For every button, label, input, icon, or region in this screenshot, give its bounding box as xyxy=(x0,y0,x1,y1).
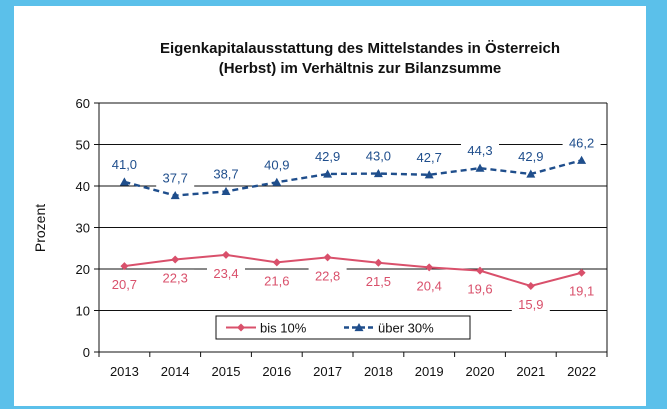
data-label: 19,1 xyxy=(569,284,594,299)
data-label-bg xyxy=(461,280,499,298)
data-point xyxy=(272,258,281,267)
data-point xyxy=(476,266,484,275)
data-label-bg xyxy=(359,272,398,290)
data-label-bg xyxy=(156,269,195,287)
data-label: 42,9 xyxy=(518,149,543,164)
legend-label: bis 10% xyxy=(260,321,307,336)
data-point xyxy=(272,177,282,186)
data-point xyxy=(374,258,383,267)
legend: bis 10% über 30% xyxy=(215,315,471,340)
x-tick-label: 2016 xyxy=(262,364,291,379)
data-label-bg xyxy=(562,134,601,152)
data-label: 23,4 xyxy=(213,266,238,281)
y-tick-label: 0 xyxy=(83,345,90,360)
x-tick-label: 2021 xyxy=(516,364,545,379)
series-line-0 xyxy=(124,253,582,288)
x-tick-labels: 2013 2014 2015 2016 2017 2018 2019 2020 2021 2022 xyxy=(110,364,596,379)
data-label-bg xyxy=(410,277,449,295)
data-point xyxy=(526,169,536,178)
y-tick-label: 60 xyxy=(76,96,90,111)
y-tick-label: 20 xyxy=(76,262,90,277)
data-point xyxy=(119,177,129,186)
y-tick-label: 30 xyxy=(76,221,90,236)
data-point xyxy=(171,255,180,264)
data-point xyxy=(577,155,587,164)
y-tick-label: 40 xyxy=(76,179,90,194)
data-label-bg xyxy=(308,267,347,285)
data-point xyxy=(577,268,586,277)
data-label: 21,5 xyxy=(366,274,391,289)
y-tick-labels: 0 10 20 30 40 50 60 xyxy=(76,96,90,360)
data-point xyxy=(526,282,535,291)
data-label-bg xyxy=(410,148,449,166)
data-point xyxy=(170,191,180,200)
data-label: 38,7 xyxy=(213,166,238,181)
chart-title-line-1: Eigenkapitalausstattung des Mittelstande… xyxy=(160,40,560,57)
data-label: 42,9 xyxy=(315,149,340,164)
data-point xyxy=(373,169,383,178)
data-label-bg xyxy=(105,155,144,173)
data-label-bg xyxy=(511,147,550,165)
chart-title-line-2: (Herbst) im Verhältnis zur Bilanzsumme xyxy=(219,60,502,77)
data-label: 43,0 xyxy=(366,149,391,164)
data-point xyxy=(424,170,434,179)
data-label-bg xyxy=(562,282,601,300)
data-label: 22,3 xyxy=(163,270,188,285)
data-point xyxy=(323,253,332,262)
data-label-bg xyxy=(207,264,245,282)
data-label: 44,3 xyxy=(467,143,492,158)
data-label-bg xyxy=(461,142,499,160)
x-tick-label: 2014 xyxy=(161,364,190,379)
data-point xyxy=(222,250,230,259)
legend-swatch-marker xyxy=(354,323,364,332)
y-axis-label: Prozent xyxy=(32,204,48,252)
data-point xyxy=(323,169,333,178)
data-label: 20,7 xyxy=(112,277,137,292)
legend-swatch-marker xyxy=(237,323,245,332)
series-group: 20,7 22,3 23,4 21,6 22,8 21,5 20,4 19,6 15,9 19,1… xyxy=(105,134,601,314)
x-tick-label: 2020 xyxy=(466,364,495,379)
x-tick-label: 2013 xyxy=(110,364,139,379)
data-label-bg xyxy=(511,296,550,314)
axes xyxy=(94,102,608,357)
data-label-bg xyxy=(359,147,398,165)
x-tick-label: 2017 xyxy=(313,364,342,379)
x-tick-label: 2019 xyxy=(415,364,444,379)
data-label-bg xyxy=(257,156,296,174)
x-tick-label: 2018 xyxy=(364,364,393,379)
data-label: 20,4 xyxy=(417,278,442,293)
data-label: 40,9 xyxy=(264,157,289,172)
data-label-bg xyxy=(105,276,144,294)
legend-label: über 30% xyxy=(378,321,434,336)
y-tick-label: 50 xyxy=(76,138,90,153)
data-label: 22,8 xyxy=(315,268,340,283)
data-label: 41,0 xyxy=(112,157,137,172)
data-point xyxy=(221,186,231,195)
data-label: 19,6 xyxy=(467,282,492,297)
data-label: 37,7 xyxy=(163,171,188,186)
data-label: 46,2 xyxy=(569,135,594,150)
data-label-bg xyxy=(308,147,347,165)
data-point xyxy=(425,263,434,272)
series-line-1 xyxy=(124,159,582,197)
legend-box xyxy=(215,315,471,340)
data-point xyxy=(475,163,485,172)
data-label: 15,9 xyxy=(518,297,543,312)
data-label: 42,7 xyxy=(417,150,442,165)
y-tick-label: 10 xyxy=(76,304,90,319)
data-label-bg xyxy=(156,169,195,187)
x-tick-label: 2022 xyxy=(567,364,596,379)
data-label: 21,6 xyxy=(264,273,289,288)
data-point xyxy=(120,262,129,271)
data-label-bg xyxy=(207,165,245,183)
data-label-bg xyxy=(257,272,296,290)
x-tick-label: 2015 xyxy=(212,364,241,379)
